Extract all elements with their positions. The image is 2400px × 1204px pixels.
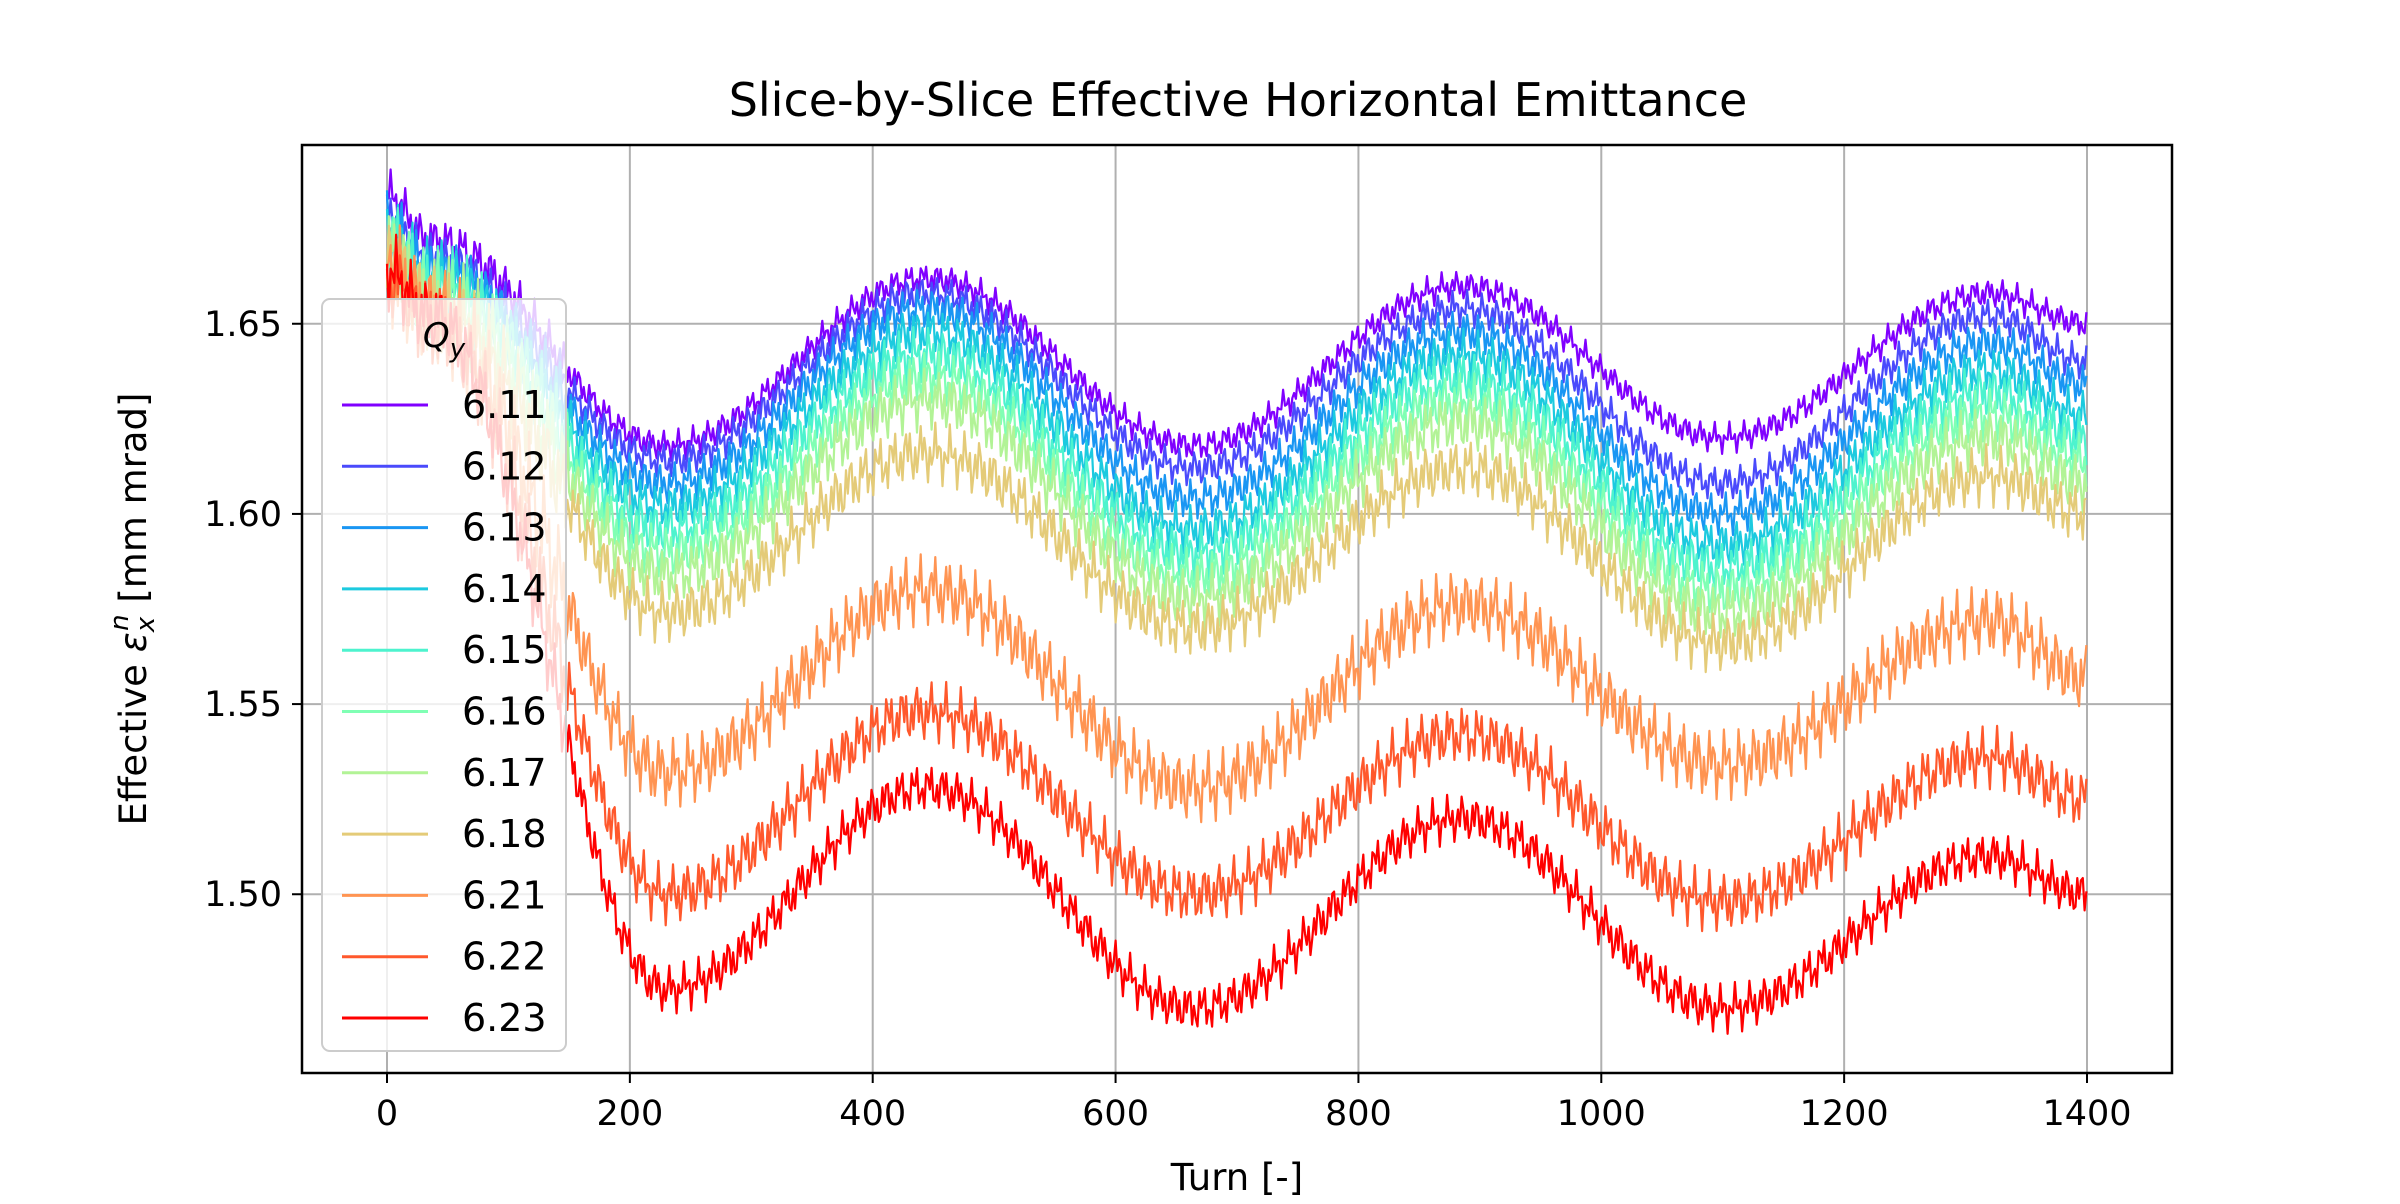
series-line-6-14 <box>385 203 2088 566</box>
legend-label-6-15: 6.15 <box>462 628 547 672</box>
legend-label-6-16: 6.16 <box>462 690 547 734</box>
x-axis-ticks: 0 200 400 600 800 1000 1200 1400 <box>376 1073 2132 1134</box>
legend-label-6-22: 6.22 <box>462 935 547 979</box>
legend-label-6-14: 6.14 <box>462 567 547 611</box>
y-tick-label: 1.50 <box>204 875 282 915</box>
legend-label-6-12: 6.12 <box>462 444 547 488</box>
legend-label-6-18: 6.18 <box>462 812 547 856</box>
x-tick-label: 1400 <box>2042 1094 2131 1134</box>
legend-frame <box>321 298 567 1052</box>
series-line-6-22 <box>385 247 2088 933</box>
series-line-6-17 <box>385 215 2088 639</box>
legend-label-6-17: 6.17 <box>462 751 547 795</box>
legend-label-6-11: 6.11 <box>462 383 547 427</box>
x-tick-label: 1200 <box>1800 1094 1889 1134</box>
x-tick-label: 600 <box>1082 1094 1149 1134</box>
y-axis-ticks: 1.50 1.55 1.60 1.65 <box>204 305 302 915</box>
legend-title: Qy <box>423 316 466 364</box>
legend-label-6-21: 6.21 <box>462 873 547 917</box>
legend-items: 6.11 6.12 6.13 6.14 6.15 6.16 6.17 6.18 6.21 6.22… <box>342 383 547 1040</box>
x-tick-label: 1000 <box>1557 1094 1646 1134</box>
series-line-6-18 <box>385 224 2087 674</box>
series-line-6-13 <box>385 190 2088 537</box>
y-tick-label: 1.55 <box>204 685 282 725</box>
series-line-6-21 <box>385 224 2088 824</box>
series-lines <box>385 168 2088 1035</box>
y-tick-label: 1.65 <box>204 305 282 345</box>
x-tick-label: 0 <box>376 1094 398 1134</box>
plot-frame <box>300 143 2174 1075</box>
legend: Qy 6.116.126.136.146.156.166.176.186.216… <box>321 298 567 1052</box>
plot-area <box>300 143 2174 1075</box>
x-tick-label: 800 <box>1325 1094 1392 1134</box>
series-line-6-12 <box>385 194 2088 500</box>
y-tick-label: 1.60 <box>204 495 282 535</box>
x-tick-label: 200 <box>596 1094 663 1134</box>
legend-label-6-23: 6.23 <box>462 996 547 1040</box>
series-line-6-11 <box>386 168 2088 462</box>
legend-label-6-13: 6.13 <box>462 506 547 550</box>
chart-title: Slice-by-Slice Effective Horizontal Emit… <box>729 73 1748 127</box>
x-tick-label: 400 <box>839 1094 906 1134</box>
series-line-6-23 <box>385 233 2088 1035</box>
y-axis-label: Effective εxn [mm mrad] <box>105 393 161 826</box>
x-axis-label: Turn [-] <box>1170 1156 1303 1199</box>
